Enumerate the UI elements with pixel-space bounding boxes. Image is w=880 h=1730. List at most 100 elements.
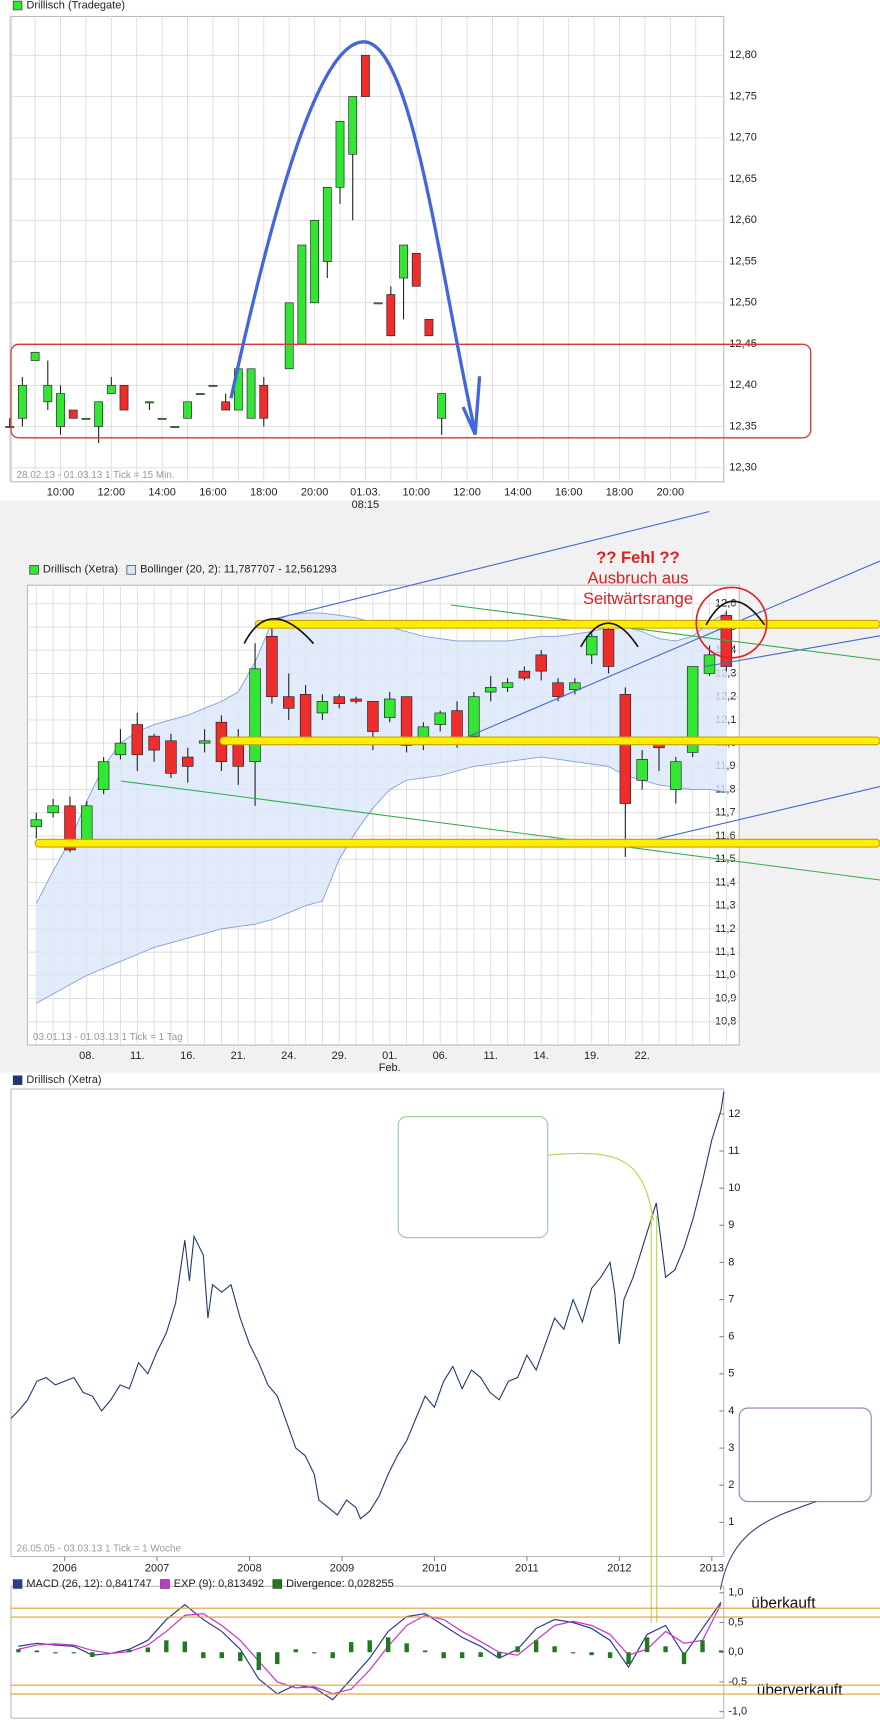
- divergence-bar: [182, 1641, 188, 1653]
- x-tick-label: 06.: [433, 1050, 448, 1062]
- trend-line: [703, 635, 880, 668]
- divergence-bar: [422, 1650, 428, 1653]
- candle-body: [106, 384, 116, 394]
- legend-swatch: [126, 565, 137, 575]
- arc: [580, 622, 639, 648]
- divergence-bar: [515, 1646, 520, 1653]
- y-tick-label: 1: [728, 1516, 734, 1528]
- legend-swatch: [272, 1579, 283, 1589]
- note-box: [397, 1115, 549, 1239]
- candle-body: [535, 654, 547, 672]
- y-tick-label: -1,0: [728, 1706, 747, 1718]
- candle-body: [68, 409, 78, 419]
- divergence-bar: [201, 1652, 206, 1659]
- annotation: überkauft: [751, 1595, 816, 1612]
- macd-line: [18, 1601, 722, 1701]
- candle-body: [322, 186, 332, 262]
- info-text: 26.05.05 - 03.03.13 1 Tick = 1 Woche: [16, 1543, 181, 1554]
- divergence-bar: [681, 1652, 687, 1665]
- legend-label: Drillisch (Tradegate): [26, 0, 125, 11]
- y-tick-label: 12,80: [729, 49, 757, 61]
- y-tick-label: 5: [728, 1368, 734, 1380]
- candle-body: [148, 735, 160, 751]
- candle-body: [424, 318, 434, 337]
- x-tick-label: 20:00: [301, 487, 329, 499]
- candle-body: [170, 426, 180, 428]
- divergence-bar: [589, 1652, 594, 1656]
- candle-body: [182, 756, 194, 767]
- candle-body: [310, 219, 319, 304]
- x-tick-label: 01.: [382, 1050, 397, 1062]
- y-tick-label: 12,30: [729, 462, 757, 474]
- candle-body: [43, 384, 53, 403]
- divergence-bar: [145, 1647, 151, 1653]
- candle-body: [400, 696, 413, 746]
- y-tick-label: 0,5: [728, 1616, 743, 1628]
- y-tick-label: 4: [728, 1405, 734, 1417]
- bollinger-edge: [36, 756, 727, 1004]
- x-tick-label: 21.: [231, 1050, 246, 1062]
- candle-body: [686, 666, 699, 753]
- candle-body: [386, 294, 396, 337]
- divergence-bar: [441, 1652, 446, 1659]
- candle-body: [703, 654, 716, 674]
- divergence-bar: [663, 1646, 668, 1653]
- candle-body: [64, 805, 76, 851]
- y-tick-label: 0,0: [728, 1646, 743, 1658]
- x-tick-label: 08.: [79, 1050, 94, 1062]
- x-tick-label: 29.: [332, 1050, 347, 1062]
- y-tick-label: -0,5: [728, 1676, 747, 1688]
- candle-body: [434, 712, 446, 725]
- legend-swatch: [12, 1579, 23, 1589]
- x-tick-label: 20:00: [657, 487, 685, 499]
- divergence-bar: [404, 1643, 409, 1653]
- candle-body: [94, 401, 104, 427]
- legend-swatch: [12, 0, 23, 11]
- candle-body: [119, 384, 129, 411]
- trend-line: [272, 510, 710, 620]
- divergence-bar: [164, 1640, 169, 1653]
- candle-body: [299, 694, 312, 739]
- x-tick-label: 12:00: [453, 487, 481, 499]
- candle-body: [249, 668, 261, 763]
- x-tick-label: 01.03.: [350, 487, 381, 499]
- candle-body: [131, 724, 143, 756]
- annotations: [10, 40, 880, 1695]
- candle-body: [30, 351, 40, 361]
- candle-body: [484, 687, 497, 693]
- connector: [719, 1500, 817, 1590]
- candle-body: [411, 252, 421, 287]
- x-tick-label: 24.: [281, 1050, 296, 1062]
- candle-body: [552, 682, 564, 698]
- divergence-bar: [644, 1637, 650, 1653]
- candle-body: [501, 682, 514, 688]
- candle-body: [350, 698, 362, 702]
- x-tick-label: 10:00: [402, 487, 430, 499]
- candle-body: [518, 670, 531, 679]
- arc: [243, 618, 315, 645]
- candle-body: [399, 244, 408, 279]
- candle-body: [165, 740, 177, 774]
- x-tick-label: 2010: [422, 1563, 446, 1575]
- x-tick-label: 2011: [515, 1563, 539, 1575]
- divergence-bar: [349, 1642, 354, 1653]
- x-tick-label: 11.: [483, 1050, 497, 1062]
- candle-body: [333, 696, 345, 704]
- y-tick-label: 12,75: [729, 90, 757, 102]
- candle-body: [284, 302, 294, 370]
- bollinger-band: [36, 613, 727, 1004]
- divergence-bar: [496, 1652, 502, 1659]
- x-tick-label: 10:00: [47, 487, 75, 499]
- info-text: 28.02.13 - 01.03.13 1 Tick = 15 Min.: [16, 470, 174, 481]
- annotation: Seitwärtsrange: [583, 590, 693, 608]
- candle-body: [30, 819, 43, 828]
- x-tick-label: 2012: [607, 1563, 631, 1575]
- legend-swatch: [12, 1075, 23, 1085]
- candle-body: [367, 700, 379, 732]
- divergence-bar: [71, 1652, 77, 1654]
- legend-label: Bollinger (20, 2): 11,787707 - 12,561293: [140, 564, 337, 576]
- x-tick-label: 18:00: [606, 487, 634, 499]
- candle-body: [373, 302, 383, 305]
- macd-line: [18, 1603, 722, 1695]
